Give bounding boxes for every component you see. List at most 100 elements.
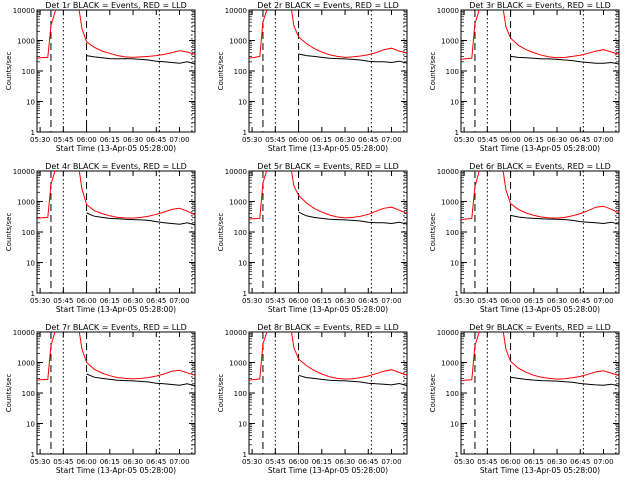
x-tick-label: 06:30 — [123, 136, 143, 144]
x-tick-label: 05:30 — [30, 297, 50, 305]
plot-frame — [36, 9, 196, 133]
y-tick-label: 100 — [22, 68, 35, 76]
x-tick-label: 06:30 — [547, 458, 567, 466]
x-tick-label: 05:30 — [242, 458, 262, 466]
chart-panel: Det 5r BLACK = Events, RED = LLD 1 10 100 10… — [217, 162, 408, 314]
x-tick-label: 06:00 — [76, 297, 96, 305]
panel-title: Det 4r BLACK = Events, RED = LLD — [45, 162, 187, 171]
y-tick-label: 10000 — [437, 7, 459, 15]
x-tick-label: 07:00 — [381, 458, 401, 466]
chart-panel: Det 3r BLACK = Events, RED = LLD 1 10 100 10… — [429, 1, 620, 153]
x-tick-label: 05:30 — [242, 297, 262, 305]
y-tick-label: 100 — [234, 390, 247, 398]
chart-panel: Det 4r BLACK = Events, RED = LLD 1 10 100 10… — [5, 162, 196, 314]
y-axis-label: Counts/sec — [5, 374, 13, 413]
x-axis-label: Start Time (13-Apr-05 05:28:00) — [56, 466, 176, 475]
x-axis-label: Start Time (13-Apr-05 05:28:00) — [480, 466, 600, 475]
x-tick-label: 07:00 — [593, 297, 613, 305]
chart-panel: Det 2r BLACK = Events, RED = LLD 1 10 100 10… — [217, 1, 408, 153]
x-tick-label: 06:45 — [358, 297, 378, 305]
events-series-line — [510, 376, 619, 387]
plot-frame — [248, 9, 408, 133]
y-tick-label: 10000 — [225, 7, 247, 15]
y-axis-label: Counts/sec — [5, 213, 13, 252]
x-tick-label: 05:30 — [30, 136, 50, 144]
chart-panel: Det 8r BLACK = Events, RED = LLD 1 10 100 10… — [217, 323, 408, 475]
x-tick-label: 05:30 — [30, 458, 50, 466]
y-axis-label: Counts/sec — [429, 52, 437, 91]
panel-title: Det 1r BLACK = Events, RED = LLD — [45, 1, 187, 10]
y-tick-label: 1 — [31, 290, 35, 298]
x-tick-label: 07:00 — [169, 458, 189, 466]
events-series-line — [86, 373, 195, 387]
x-tick-label: 05:45 — [265, 458, 285, 466]
y-tick-label: 100 — [22, 229, 35, 237]
x-tick-label: 06:15 — [312, 136, 332, 144]
lld-series-line — [249, 171, 407, 220]
x-tick-label: 06:45 — [146, 136, 166, 144]
x-tick-label: 07:00 — [593, 458, 613, 466]
x-tick-label: 06:15 — [524, 297, 544, 305]
x-tick-label: 07:00 — [381, 297, 401, 305]
x-tick-label: 05:45 — [53, 458, 73, 466]
y-tick-label: 1 — [455, 129, 459, 137]
events-series-line — [298, 211, 407, 225]
x-tick-label: 06:15 — [100, 136, 120, 144]
x-tick-label: 06:30 — [335, 458, 355, 466]
x-axis-label: Start Time (13-Apr-05 05:28:00) — [268, 466, 388, 475]
x-axis-label: Start Time (13-Apr-05 05:28:00) — [268, 144, 388, 153]
x-tick-label: 06:15 — [312, 458, 332, 466]
x-tick-label: 06:00 — [76, 458, 96, 466]
lld-series-line — [37, 10, 195, 59]
x-tick-label: 05:45 — [477, 297, 497, 305]
y-tick-label: 1000 — [441, 360, 459, 368]
y-tick-label: 1 — [31, 129, 35, 137]
y-tick-label: 10000 — [437, 329, 459, 337]
x-tick-label: 05:45 — [265, 136, 285, 144]
y-tick-label: 1 — [243, 129, 247, 137]
panel-title: Det 3r BLACK = Events, RED = LLD — [469, 1, 611, 10]
y-tick-label: 10 — [450, 99, 459, 107]
y-tick-label: 1 — [243, 290, 247, 298]
x-tick-label: 06:30 — [123, 297, 143, 305]
x-tick-label: 06:45 — [358, 136, 378, 144]
x-tick-label: 06:45 — [146, 297, 166, 305]
y-tick-label: 1000 — [229, 199, 247, 207]
y-tick-label: 10000 — [13, 168, 35, 176]
x-axis-label: Start Time (13-Apr-05 05:28:00) — [56, 144, 176, 153]
x-tick-label: 07:00 — [169, 136, 189, 144]
y-tick-label: 10 — [450, 421, 459, 429]
events-series-line — [86, 55, 195, 65]
y-tick-label: 1 — [455, 290, 459, 298]
y-tick-label: 1000 — [17, 38, 35, 46]
chart-panel: Det 7r BLACK = Events, RED = LLD 1 10 100 10… — [5, 323, 196, 475]
x-tick-label: 06:00 — [500, 458, 520, 466]
plot-frame — [36, 331, 196, 455]
y-tick-label: 1000 — [229, 360, 247, 368]
plot-frame — [248, 331, 408, 455]
y-axis-label: Counts/sec — [217, 213, 225, 252]
x-tick-label: 05:30 — [454, 136, 474, 144]
x-tick-label: 06:00 — [288, 297, 308, 305]
y-tick-label: 1 — [455, 451, 459, 459]
x-tick-label: 06:45 — [358, 458, 378, 466]
y-axis-label: Counts/sec — [429, 213, 437, 252]
x-tick-label: 05:45 — [477, 458, 497, 466]
y-tick-label: 100 — [446, 229, 459, 237]
y-axis-label: Counts/sec — [5, 52, 13, 91]
y-tick-label: 100 — [234, 229, 247, 237]
panel-title: Det 6r BLACK = Events, RED = LLD — [469, 162, 611, 171]
x-axis-label: Start Time (13-Apr-05 05:28:00) — [480, 144, 600, 153]
y-tick-label: 10 — [238, 260, 247, 268]
y-tick-label: 1 — [243, 451, 247, 459]
y-tick-label: 10 — [450, 260, 459, 268]
x-axis-label: Start Time (13-Apr-05 05:28:00) — [56, 305, 176, 314]
x-tick-label: 06:45 — [146, 458, 166, 466]
x-axis-label: Start Time (13-Apr-05 05:28:00) — [268, 305, 388, 314]
panel-title: Det 8r BLACK = Events, RED = LLD — [257, 323, 399, 332]
x-tick-label: 06:15 — [100, 458, 120, 466]
y-tick-label: 1 — [31, 451, 35, 459]
x-tick-label: 05:30 — [454, 297, 474, 305]
x-tick-label: 06:45 — [570, 136, 590, 144]
